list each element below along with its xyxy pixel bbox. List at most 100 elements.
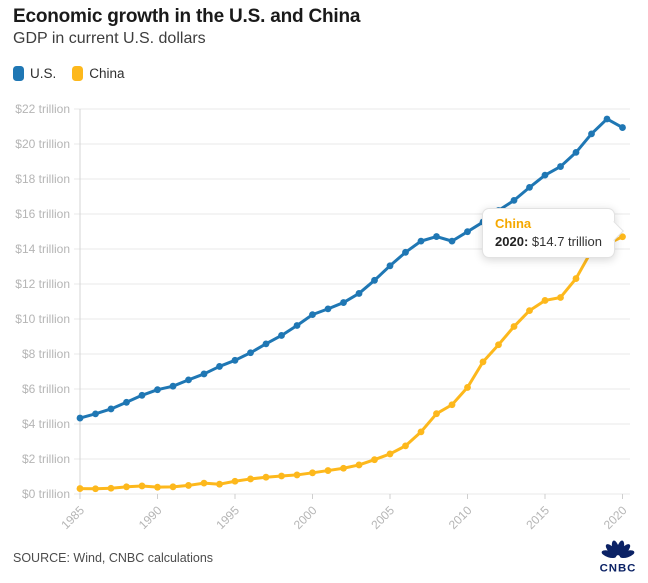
china-point-1993[interactable] xyxy=(200,479,208,487)
y-axis-tick-label: $22 trillion xyxy=(15,102,70,116)
us-point-1999[interactable] xyxy=(293,322,301,329)
china-point-2010[interactable] xyxy=(464,384,471,391)
us-point-1989[interactable] xyxy=(138,391,146,399)
y-axis-tick-label: $18 trillion xyxy=(15,172,70,186)
us-point-2006[interactable] xyxy=(402,248,409,256)
us-point-2014[interactable] xyxy=(526,184,533,191)
y-axis-tick-label: $2 trillion xyxy=(22,452,70,466)
china-point-2011[interactable] xyxy=(479,358,487,366)
china-point-2013[interactable] xyxy=(510,323,518,330)
us-point-2020[interactable] xyxy=(619,124,626,131)
us-point-1991[interactable] xyxy=(169,382,177,390)
x-axis-tick-label: 2010 xyxy=(446,503,475,532)
china-point-1992[interactable] xyxy=(185,482,192,489)
us-point-1997[interactable] xyxy=(262,340,270,348)
china-point-2020[interactable] xyxy=(619,233,626,241)
us-point-2001[interactable] xyxy=(324,305,332,313)
us-point-2009[interactable] xyxy=(448,237,456,245)
y-axis-tick-label: $16 trillion xyxy=(15,207,70,221)
china-point-2012[interactable] xyxy=(495,341,502,349)
legend-item-us[interactable]: U.S. xyxy=(13,66,56,81)
china-point-1987[interactable] xyxy=(107,484,115,492)
y-axis-tick-label: $12 trillion xyxy=(15,277,70,291)
us-point-1998[interactable] xyxy=(278,332,285,339)
x-axis-tick-label: 1990 xyxy=(136,503,165,532)
us-point-1990[interactable] xyxy=(154,386,161,394)
us-point-2008[interactable] xyxy=(433,233,440,240)
y-axis-tick-label: $6 trillion xyxy=(22,382,70,396)
us-point-1993[interactable] xyxy=(200,370,208,378)
china-point-2005[interactable] xyxy=(386,450,394,458)
us-point-2004[interactable] xyxy=(371,276,378,284)
china-point-2016[interactable] xyxy=(557,294,564,301)
x-axis-tick-label: 2015 xyxy=(523,503,552,532)
us-point-2007[interactable] xyxy=(417,237,425,245)
us-point-1988[interactable] xyxy=(123,398,130,406)
us-legend-swatch-icon xyxy=(13,66,24,81)
china-point-2004[interactable] xyxy=(371,456,378,464)
y-axis-tick-label: $10 trillion xyxy=(15,312,70,326)
us-legend-label: U.S. xyxy=(30,66,57,81)
china-line xyxy=(78,235,624,491)
us-point-1996[interactable] xyxy=(247,349,254,357)
us-point-1986[interactable] xyxy=(92,410,99,418)
china-legend-label: China xyxy=(89,66,125,81)
us-point-2013[interactable] xyxy=(510,196,518,204)
legend: U.S. China xyxy=(13,66,125,81)
us-point-1987[interactable] xyxy=(107,405,115,413)
china-point-2001[interactable] xyxy=(324,467,332,474)
y-axis-tick-label: $0 trillion xyxy=(22,487,70,501)
source-text: SOURCE: Wind, CNBC calculations xyxy=(13,551,214,565)
china-point-2008[interactable] xyxy=(433,410,440,418)
china-point-2003[interactable] xyxy=(355,461,363,469)
china-point-2002[interactable] xyxy=(340,464,347,472)
china-point-2017[interactable] xyxy=(572,275,580,282)
china-point-1990[interactable] xyxy=(154,483,161,491)
gdp-line-chart[interactable]: $0 trillion $2 trillion $4 trillion $6 tril… xyxy=(0,95,648,550)
us-point-2018[interactable] xyxy=(588,130,595,138)
us-point-2017[interactable] xyxy=(572,149,580,156)
page-title: Economic growth in the U.S. and China xyxy=(13,6,361,27)
us-point-2002[interactable] xyxy=(340,299,347,306)
x-axis-tick-label: 2020 xyxy=(601,503,630,532)
us-point-1994[interactable] xyxy=(216,363,223,370)
china-point-2015[interactable] xyxy=(541,297,549,304)
us-point-2019[interactable] xyxy=(603,115,611,123)
us-line xyxy=(78,117,624,420)
china-point-1991[interactable] xyxy=(169,483,177,491)
china-point-2000[interactable] xyxy=(309,469,316,477)
china-point-1986[interactable] xyxy=(92,485,99,493)
us-point-2003[interactable] xyxy=(355,290,363,297)
china-point-2014[interactable] xyxy=(526,307,533,314)
china-point-1997[interactable] xyxy=(262,473,270,481)
tooltip: China 2020: $14.7 trillion xyxy=(482,208,624,258)
china-point-2009[interactable] xyxy=(448,401,456,409)
china-point-1996[interactable] xyxy=(247,475,254,483)
china-point-2006[interactable] xyxy=(402,442,409,450)
china-point-1988[interactable] xyxy=(123,483,130,491)
china-legend-swatch-icon xyxy=(72,66,84,81)
us-point-2016[interactable] xyxy=(557,163,564,170)
china-point-1998[interactable] xyxy=(278,472,285,480)
us-point-1995[interactable] xyxy=(231,356,239,364)
tooltip-series-label: China xyxy=(495,216,532,231)
china-point-1995[interactable] xyxy=(231,477,239,485)
us-point-2000[interactable] xyxy=(309,311,316,319)
us-point-2015[interactable] xyxy=(541,171,549,179)
x-axis-tick-label: 1995 xyxy=(213,503,242,532)
us-point-1985[interactable] xyxy=(76,414,84,422)
y-axis-tick-label: $8 trillion xyxy=(22,347,70,361)
tooltip-year: 2020: xyxy=(495,234,529,249)
us-point-2010[interactable] xyxy=(464,228,471,236)
us-point-2005[interactable] xyxy=(386,262,394,270)
china-point-1999[interactable] xyxy=(293,471,301,479)
china-point-1985[interactable] xyxy=(76,485,84,492)
us-point-1992[interactable] xyxy=(185,376,192,384)
legend-item-china[interactable]: China xyxy=(72,66,125,81)
china-point-2007[interactable] xyxy=(417,428,425,436)
y-axis-tick-label: $14 trillion xyxy=(15,242,70,256)
china-point-1989[interactable] xyxy=(138,482,146,490)
china-point-1994[interactable] xyxy=(216,480,223,488)
cnbc-logo-icon: CNBC xyxy=(600,540,635,574)
chart-subtitle: GDP in current U.S. dollars xyxy=(13,30,206,47)
